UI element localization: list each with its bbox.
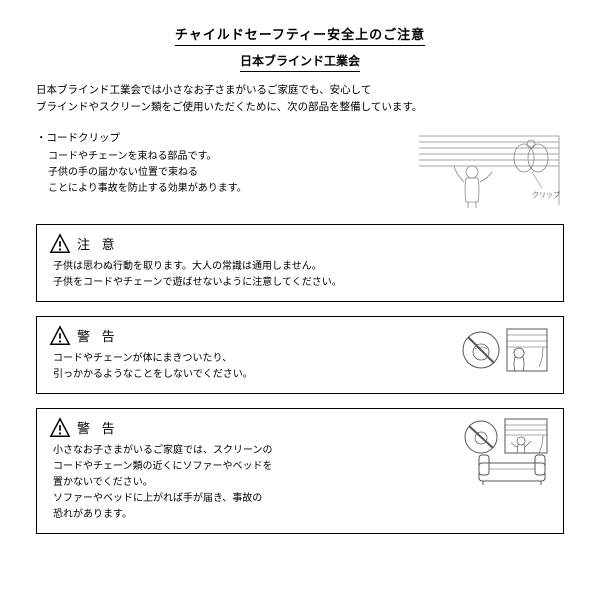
clip-line: 子供の手の届かない位置で束ねる [48, 165, 396, 181]
warning-line: コードやチェーン類の近くにソファーやベッドを [53, 459, 447, 475]
warning-line: 引っかかるようなことをしないでください。 [53, 367, 447, 383]
clip-line: コードやチェーンを束ねる部品です。 [48, 149, 396, 165]
clip-illustration: クリップ [414, 130, 564, 210]
warning-triangle-icon [49, 417, 71, 439]
caution-line: 子供をコードやチェーンで遊ばせないように注意してください。 [53, 275, 551, 291]
clip-line: ことにより事故を防止する効果があります。 [48, 181, 396, 197]
intro-text: 日本ブラインド工業会では小さなお子さまがいるご家庭でも、安心して ブラインドやス… [36, 82, 564, 116]
doc-title: チャイルドセーフティー安全上のご注意 [175, 24, 425, 46]
warning2-illustration [459, 417, 551, 489]
clip-label: ・コードクリップ [36, 130, 396, 145]
caution-triangle-icon [49, 233, 71, 255]
warning-label: 警 告 [77, 326, 119, 345]
warning-line: ソファーやベッドに上がれば手が届き、事故の [53, 491, 447, 507]
caution-label: 注 意 [77, 234, 119, 253]
intro-line: ブラインドやスクリーン類をご使用いただくために、次の部品を整備しています。 [36, 99, 564, 116]
warning-line: 恐れがあります。 [53, 507, 447, 523]
warning-line: コードやチェーンが体にまきついたり、 [53, 351, 447, 367]
clip-caption: クリップ [532, 191, 560, 199]
warning-line: 小さなお子さまがいるご家庭では、スクリーンの [53, 443, 447, 459]
warning-box-1: 警 告 コードやチェーンが体にまきついたり、 引っかかるようなことをしないでくだ… [36, 316, 564, 394]
cord-clip-section: ・コードクリップ コードやチェーンを束ねる部品です。 子供の手の届かない位置で束… [36, 130, 564, 210]
warning1-illustration [459, 325, 551, 375]
caution-box: 注 意 子供は思わぬ行動を取ります。大人の常識は通用しません。 子供をコードやチ… [36, 224, 564, 302]
doc-subtitle: 日本ブラインド工業会 [240, 52, 360, 72]
warning-triangle-icon [49, 325, 71, 347]
intro-line: 日本ブラインド工業会では小さなお子さまがいるご家庭でも、安心して [36, 82, 564, 99]
warning-line: 置かないでください。 [53, 475, 447, 491]
warning-label: 警 告 [77, 418, 119, 437]
warning-box-2: 警 告 小さなお子さまがいるご家庭では、スクリーンの コードやチェーン類の近くに… [36, 408, 564, 534]
caution-line: 子供は思わぬ行動を取ります。大人の常識は通用しません。 [53, 259, 551, 275]
